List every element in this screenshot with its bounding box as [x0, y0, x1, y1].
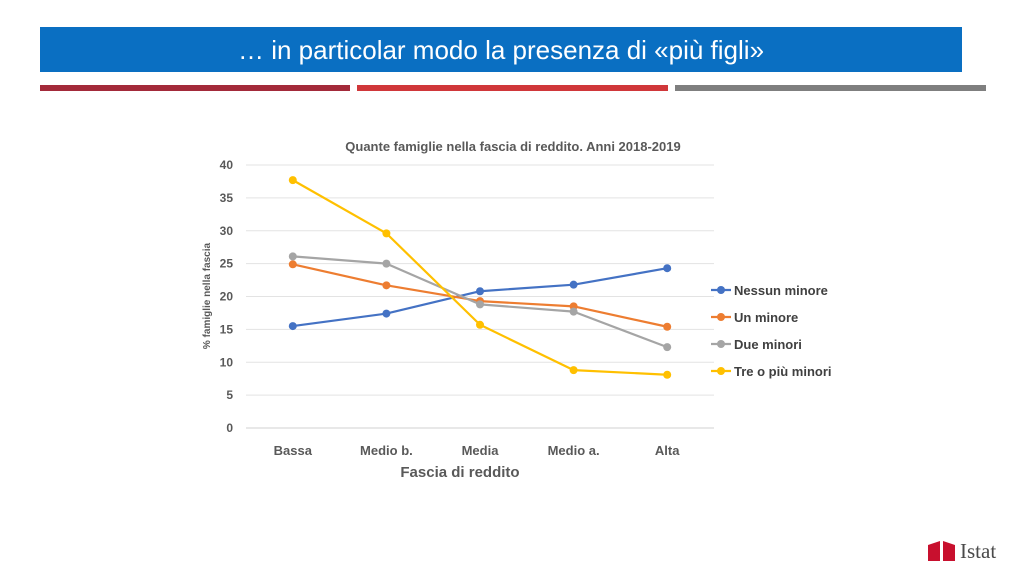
y-tick-label: 35 [220, 191, 234, 205]
data-point [288, 176, 297, 185]
divider-rule-2 [357, 85, 668, 91]
x-tick-label: Bassa [274, 443, 313, 458]
y-axis-label: % famiglie nella fascia [202, 242, 213, 349]
x-tick-label: Alta [655, 443, 680, 458]
y-tick-labels: 0 5 10 15 20 25 30 35 40 [220, 158, 234, 435]
x-tick-labels: Bassa Medio b. Media Medio a. Alta [274, 443, 681, 458]
series-line [292, 263, 668, 328]
legend-marker [717, 340, 725, 348]
y-tick-label: 40 [220, 158, 234, 172]
istat-logo: Istat [926, 537, 998, 567]
legend-marker [717, 313, 725, 321]
data-point [663, 370, 672, 379]
divider-rule-3 [675, 85, 986, 91]
data-point [382, 281, 391, 290]
y-tick-label: 30 [220, 224, 234, 238]
data-point [382, 229, 391, 238]
x-tick-label: Medio a. [548, 443, 600, 458]
legend: Nessun minore Un minore Due minori Tre o pi… [711, 283, 832, 379]
legend-label: Nessun minore [734, 283, 828, 298]
series-lines [288, 176, 672, 379]
data-point [382, 309, 391, 318]
legend-marker [717, 286, 725, 294]
logo-text: Istat [960, 539, 997, 563]
x-tick-label: Media [462, 443, 500, 458]
legend-marker [717, 367, 725, 375]
y-tick-label: 0 [226, 421, 233, 435]
data-point [663, 343, 672, 352]
data-point [569, 280, 578, 289]
data-point [476, 287, 484, 296]
divider-rule-1 [40, 85, 350, 91]
data-point [663, 322, 672, 331]
data-point [288, 260, 297, 269]
x-axis-label: Fascia di reddito [400, 464, 519, 481]
data-point [288, 322, 297, 331]
title-bar: … in particolar modo la presenza di «più… [40, 27, 962, 72]
y-tick-label: 10 [220, 355, 234, 369]
data-point [476, 320, 484, 329]
x-tick-label: Medio b. [360, 443, 413, 458]
data-point [569, 366, 578, 375]
legend-label: Tre o più minori [734, 364, 832, 379]
y-tick-label: 25 [220, 257, 234, 271]
chart-title: Quante famiglie nella fascia di reddito.… [345, 139, 680, 154]
y-tick-label: 20 [220, 290, 234, 304]
legend-label: Due minori [734, 337, 802, 352]
slide-title: … in particolar modo la presenza di «più… [237, 35, 765, 65]
data-point [476, 300, 484, 309]
y-tick-label: 5 [226, 388, 233, 402]
data-point [663, 264, 672, 273]
data-point [382, 259, 391, 268]
gridlines [246, 164, 714, 429]
data-point [569, 307, 578, 316]
legend-label: Un minore [734, 310, 798, 325]
data-point [288, 252, 297, 261]
y-tick-label: 15 [220, 322, 234, 336]
istat-logo-icon [928, 541, 955, 561]
